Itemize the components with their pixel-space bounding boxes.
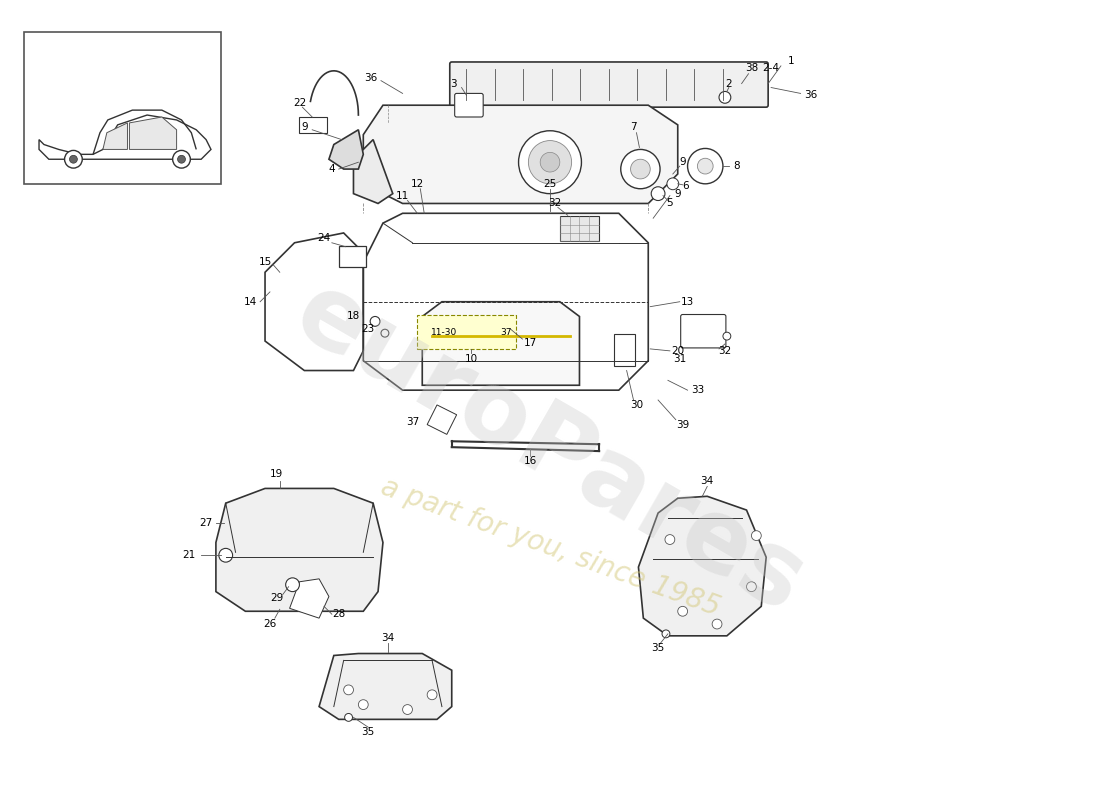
Text: 1: 1 (788, 56, 794, 66)
Polygon shape (103, 123, 128, 150)
Polygon shape (353, 140, 393, 203)
Text: 25: 25 (543, 179, 557, 189)
Circle shape (371, 317, 380, 326)
Circle shape (747, 582, 757, 592)
Polygon shape (638, 496, 767, 636)
Text: euroPares: euroPares (278, 264, 822, 634)
Text: 22: 22 (293, 98, 306, 108)
Text: 17: 17 (524, 338, 537, 348)
Circle shape (177, 155, 186, 163)
Text: 23: 23 (362, 324, 375, 334)
Text: 36: 36 (804, 90, 817, 100)
Circle shape (343, 685, 353, 694)
Text: 4: 4 (329, 164, 336, 174)
Text: 32: 32 (718, 346, 732, 356)
Text: 39: 39 (676, 419, 690, 430)
Text: 31: 31 (673, 354, 686, 364)
Circle shape (540, 152, 560, 172)
Text: 33: 33 (691, 385, 704, 395)
Text: 2: 2 (726, 78, 733, 89)
Polygon shape (216, 489, 383, 611)
Text: 14: 14 (244, 297, 257, 306)
Text: 11: 11 (396, 190, 409, 201)
Text: 29: 29 (271, 594, 284, 603)
Text: 9: 9 (674, 189, 681, 198)
Polygon shape (289, 579, 329, 618)
Circle shape (219, 548, 232, 562)
Text: 2-4: 2-4 (762, 63, 780, 73)
Text: 12: 12 (410, 179, 424, 189)
Text: 5: 5 (667, 198, 673, 209)
Text: 36: 36 (364, 73, 377, 82)
Circle shape (712, 619, 722, 629)
Circle shape (723, 332, 730, 340)
Circle shape (173, 150, 190, 168)
Circle shape (381, 330, 388, 337)
Circle shape (403, 705, 412, 714)
Circle shape (751, 530, 761, 541)
Polygon shape (363, 106, 678, 203)
FancyBboxPatch shape (299, 117, 327, 133)
Text: 34: 34 (701, 475, 714, 486)
Circle shape (697, 158, 713, 174)
FancyBboxPatch shape (560, 216, 600, 241)
Text: 26: 26 (263, 619, 276, 629)
Circle shape (518, 130, 582, 194)
Circle shape (630, 159, 650, 179)
FancyBboxPatch shape (454, 94, 483, 117)
Text: 18: 18 (346, 311, 360, 322)
Text: 35: 35 (651, 642, 664, 653)
Text: 7: 7 (630, 122, 637, 132)
Text: 37: 37 (500, 328, 512, 337)
Polygon shape (329, 130, 363, 169)
Polygon shape (130, 117, 177, 150)
FancyBboxPatch shape (339, 246, 366, 267)
Text: 8: 8 (734, 161, 740, 171)
Circle shape (678, 606, 688, 616)
Circle shape (69, 155, 77, 163)
Text: 3: 3 (450, 78, 456, 89)
Text: 10: 10 (465, 354, 478, 364)
Circle shape (344, 714, 352, 722)
Text: 32: 32 (548, 198, 561, 209)
Circle shape (620, 150, 660, 189)
Circle shape (286, 578, 299, 592)
Circle shape (427, 690, 437, 700)
Text: 30: 30 (630, 400, 644, 410)
Text: 20: 20 (671, 346, 684, 356)
Circle shape (359, 700, 369, 710)
Circle shape (528, 141, 572, 184)
Text: 21: 21 (182, 550, 195, 560)
Text: 11-30: 11-30 (431, 328, 456, 337)
FancyBboxPatch shape (450, 62, 768, 107)
Text: 38: 38 (745, 63, 758, 73)
Text: 13: 13 (681, 297, 694, 306)
Text: a part for you, since 1985: a part for you, since 1985 (376, 473, 724, 622)
FancyBboxPatch shape (24, 31, 221, 184)
FancyBboxPatch shape (681, 314, 726, 348)
Circle shape (662, 630, 670, 638)
Text: 16: 16 (524, 456, 537, 466)
FancyBboxPatch shape (417, 314, 516, 349)
Text: 27: 27 (199, 518, 212, 528)
Text: 19: 19 (271, 469, 284, 478)
Polygon shape (422, 302, 580, 386)
Text: 9: 9 (680, 158, 686, 167)
Polygon shape (319, 654, 452, 719)
Circle shape (719, 91, 730, 103)
Text: 6: 6 (682, 181, 689, 190)
Circle shape (65, 150, 82, 168)
Text: 24: 24 (318, 233, 331, 243)
Circle shape (666, 534, 674, 545)
Circle shape (651, 186, 666, 201)
Text: 15: 15 (258, 258, 272, 267)
FancyBboxPatch shape (614, 334, 636, 366)
Text: 37: 37 (406, 417, 419, 426)
Circle shape (688, 149, 723, 184)
Circle shape (667, 178, 679, 190)
Text: 35: 35 (362, 727, 375, 737)
Text: 28: 28 (332, 610, 345, 619)
Text: 9: 9 (301, 122, 308, 132)
Text: 34: 34 (382, 633, 395, 642)
